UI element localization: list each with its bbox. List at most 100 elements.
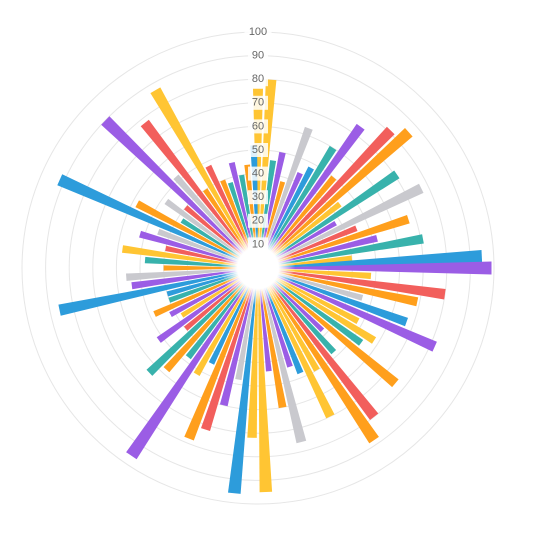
bar-55 [185, 283, 246, 360]
tick-label-bg-60 [248, 119, 268, 134]
bar-8 [268, 145, 337, 251]
bar-24 [278, 268, 372, 280]
center-hub [220, 230, 296, 306]
bar-48 [235, 288, 255, 381]
bar-7 [267, 166, 314, 251]
bar-34 [272, 281, 325, 333]
tick-label-90: 90 [252, 50, 264, 62]
bar-45 [258, 288, 273, 493]
bar-39 [266, 286, 335, 419]
tick-label-100: 100 [249, 26, 267, 38]
bar-36 [270, 283, 379, 420]
bar-16 [276, 183, 424, 260]
tick-label-70: 70 [252, 97, 264, 109]
bar-23 [278, 261, 492, 275]
bar-35 [271, 282, 337, 355]
bar-1 [258, 79, 277, 248]
tick-label-bg-100 [244, 25, 272, 39]
bar-80 [173, 174, 245, 254]
bar-42 [262, 287, 307, 444]
bar-74 [57, 174, 240, 261]
bar-53 [193, 285, 249, 376]
bar-4 [263, 181, 286, 249]
bar-64 [166, 273, 239, 297]
bar-29 [276, 275, 437, 352]
tick-label-bg-20 [248, 213, 268, 228]
bar-46 [247, 288, 258, 438]
bar-56 [163, 282, 245, 373]
bar-78 [184, 205, 243, 256]
tick-label-30: 30 [252, 191, 264, 203]
bar-54 [126, 284, 248, 460]
radial-tick-labels: 10 20 30 40 50 60 70 80 90 100 [244, 25, 272, 252]
bar-series [57, 79, 492, 494]
bar-19 [277, 235, 378, 264]
bar-85 [220, 179, 251, 250]
bar-12 [272, 128, 413, 255]
bar-87 [228, 162, 254, 249]
bar-26 [277, 271, 419, 307]
bar-31 [275, 278, 377, 344]
bar-37 [268, 284, 379, 444]
bar-51 [184, 286, 251, 441]
tick-label-bg-70 [248, 95, 268, 110]
bar-76 [180, 218, 241, 258]
tick-label-bg-80 [248, 72, 268, 87]
bar-9 [269, 123, 365, 252]
bar-15 [275, 221, 337, 259]
bar-58 [184, 280, 243, 331]
bar-49 [219, 287, 254, 407]
bar-27 [277, 273, 364, 301]
bar-84 [205, 164, 250, 250]
bar-30 [275, 277, 360, 324]
bar-82 [203, 188, 248, 252]
tick-label-80: 80 [252, 73, 264, 85]
bar-66 [131, 270, 238, 290]
tick-label-bg-10 [248, 237, 268, 252]
bar-22 [278, 250, 483, 268]
bar-65 [58, 271, 239, 316]
bar-61 [169, 277, 241, 317]
bar-62 [153, 275, 240, 317]
bar-17 [276, 225, 358, 261]
bar-83 [150, 87, 249, 251]
bar-43 [261, 288, 287, 409]
bar-75 [135, 200, 241, 259]
tick-label-bg-40 [248, 166, 268, 181]
bar-18 [277, 215, 410, 263]
tick-label-50: 50 [252, 144, 264, 156]
bar-79 [101, 116, 244, 255]
bar-47 [228, 288, 257, 494]
bar-10 [270, 175, 337, 253]
bar-88 [239, 174, 255, 248]
bar-21 [278, 255, 353, 267]
tick-label-bg-90 [248, 48, 268, 63]
bar-33 [273, 280, 399, 388]
bar-63 [168, 274, 239, 303]
bar-20 [278, 234, 424, 265]
bar-68 [163, 265, 238, 271]
bar-67 [126, 268, 238, 281]
bar-72 [139, 230, 239, 263]
bar-57 [146, 281, 244, 376]
bar-41 [263, 287, 293, 368]
bar-44 [259, 288, 272, 372]
hub-fade [220, 230, 296, 306]
bar-50 [201, 287, 253, 431]
bar-5 [264, 126, 313, 249]
bar-77 [164, 198, 242, 257]
bar-81 [140, 119, 246, 253]
bar-69 [144, 256, 238, 268]
bar-86 [227, 182, 253, 249]
bar-59 [156, 279, 242, 343]
bar-73 [157, 228, 239, 262]
bar-40 [265, 286, 304, 375]
bar-38 [267, 285, 320, 372]
bar-11 [271, 126, 395, 254]
bar-6 [265, 172, 303, 250]
tick-label-60: 60 [252, 120, 264, 132]
bar-60 [180, 278, 241, 318]
tick-label-bg-30 [248, 190, 268, 205]
tick-label-40: 40 [252, 168, 264, 180]
